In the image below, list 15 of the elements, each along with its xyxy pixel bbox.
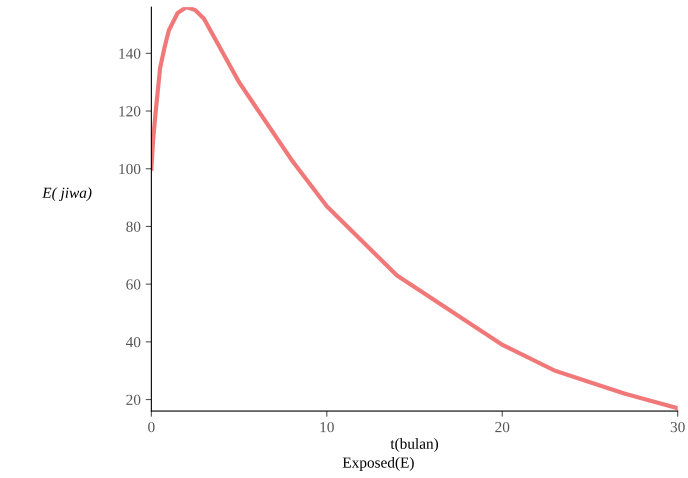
x-tick-label: 0 [148,422,155,432]
line-series [151,7,678,410]
y-tick-label: 140 [119,48,140,59]
y-tick-label: 100 [119,164,140,174]
y-tick-label: 40 [126,336,140,348]
x-tick-label: 30 [670,422,685,432]
x-tick-label: 20 [495,422,510,432]
x-axis-title: t(bulan) [390,438,438,452]
y-tick-label: 60 [126,279,140,290]
y-axis-title: E( jiwa) [42,187,92,202]
y-tick-label: 120 [119,106,140,116]
text: Exposed(E) [342,456,414,471]
y-tick-label: 80 [126,222,140,232]
x-tick-label: 10 [320,422,334,432]
y-tick-label: 20 [126,394,140,405]
